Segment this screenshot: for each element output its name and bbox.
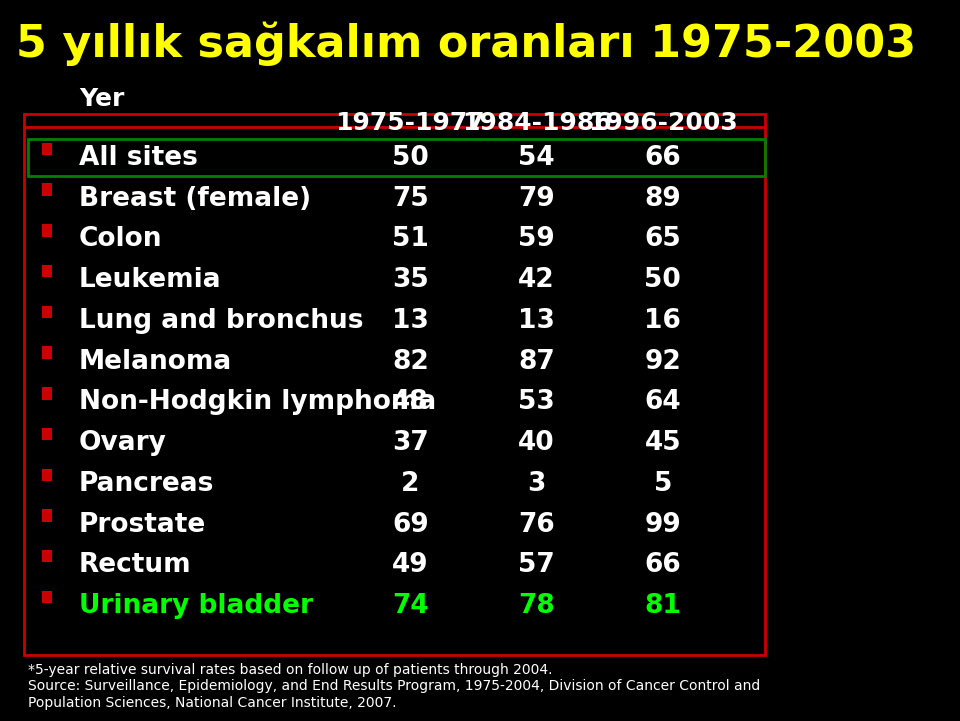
Text: Leukemia: Leukemia [79, 267, 222, 293]
Bar [42, 346, 52, 359]
Text: 79: 79 [518, 186, 555, 212]
Text: 59: 59 [518, 226, 555, 252]
Text: 2: 2 [401, 471, 420, 497]
Text: 99: 99 [644, 511, 682, 538]
Text: 66: 66 [644, 145, 682, 171]
Text: 76: 76 [518, 511, 555, 538]
Text: 49: 49 [392, 552, 428, 578]
Bar [42, 590, 52, 603]
Text: 87: 87 [518, 349, 555, 375]
Text: 16: 16 [644, 308, 682, 334]
Text: Prostate: Prostate [79, 511, 206, 538]
Text: 69: 69 [392, 511, 429, 538]
Text: *5-year relative survival rates based on follow up of patients through 2004.
Sou: *5-year relative survival rates based on… [29, 663, 760, 709]
Text: 1984-1986: 1984-1986 [462, 111, 612, 135]
Bar [42, 265, 52, 278]
Text: 66: 66 [644, 552, 682, 578]
Text: 75: 75 [392, 186, 429, 212]
Text: 92: 92 [644, 349, 682, 375]
Text: 74: 74 [392, 593, 428, 619]
Text: Non-Hodgkin lymphoma: Non-Hodgkin lymphoma [79, 389, 436, 415]
Text: Urinary bladder: Urinary bladder [79, 593, 313, 619]
Text: Ovary: Ovary [79, 430, 167, 456]
Text: 37: 37 [392, 430, 429, 456]
Text: 35: 35 [392, 267, 429, 293]
Text: 48: 48 [392, 389, 428, 415]
Text: 3: 3 [527, 471, 545, 497]
Text: 42: 42 [518, 267, 555, 293]
Text: Rectum: Rectum [79, 552, 192, 578]
Bar [42, 550, 52, 562]
Text: 89: 89 [644, 186, 682, 212]
Bar [42, 306, 52, 318]
Bar [42, 469, 52, 481]
Text: 50: 50 [392, 145, 429, 171]
Text: 51: 51 [392, 226, 429, 252]
Text: 57: 57 [518, 552, 555, 578]
Text: Colon: Colon [79, 226, 162, 252]
Text: Breast (female): Breast (female) [79, 186, 311, 212]
Bar [42, 509, 52, 522]
Text: 81: 81 [644, 593, 682, 619]
Text: 65: 65 [644, 226, 682, 252]
Text: 5 yıllık sağkalım oranları 1975-2003: 5 yıllık sağkalım oranları 1975-2003 [15, 22, 916, 66]
Text: Yer: Yer [79, 87, 124, 111]
Text: 40: 40 [518, 430, 555, 456]
Text: 78: 78 [518, 593, 555, 619]
Bar [42, 184, 52, 196]
Text: 54: 54 [518, 145, 555, 171]
Bar [42, 143, 52, 155]
Text: Lung and bronchus: Lung and bronchus [79, 308, 364, 334]
Text: 50: 50 [644, 267, 682, 293]
Text: 1975-1977: 1975-1977 [335, 111, 485, 135]
Text: 64: 64 [644, 389, 681, 415]
Text: 13: 13 [518, 308, 555, 334]
Text: Melanoma: Melanoma [79, 349, 232, 375]
Text: 5: 5 [654, 471, 672, 497]
Text: 1996-2003: 1996-2003 [588, 111, 737, 135]
Text: 13: 13 [392, 308, 429, 334]
Text: 82: 82 [392, 349, 429, 375]
Text: All sites: All sites [79, 145, 198, 171]
Bar [42, 224, 52, 236]
Text: Pancreas: Pancreas [79, 471, 214, 497]
Bar [42, 428, 52, 441]
Text: 45: 45 [644, 430, 681, 456]
Text: 53: 53 [518, 389, 555, 415]
Bar [42, 387, 52, 399]
